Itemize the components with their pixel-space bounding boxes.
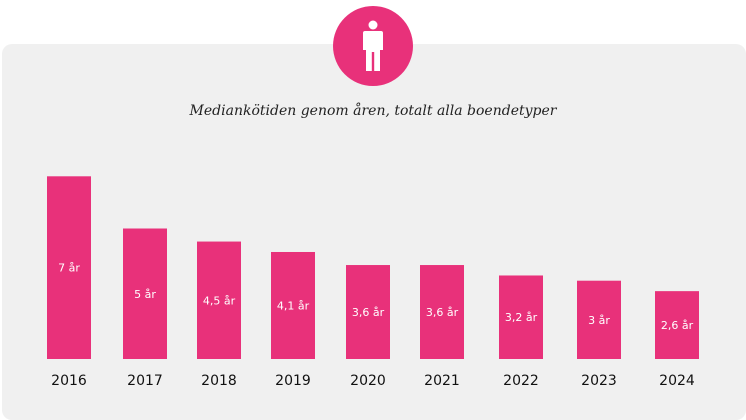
x-tick-label: 2020 [350, 373, 386, 389]
bar-2018 [197, 241, 241, 359]
x-tick-label: 2017 [127, 373, 163, 389]
bar-2024 [655, 291, 699, 359]
bar-value-label: 4,1 år [277, 299, 310, 312]
bar-value-label: 3,6 år [426, 306, 459, 319]
bar-2019 [271, 251, 315, 359]
x-tick-label: 2016 [51, 373, 87, 389]
bar-value-label: 3,6 år [352, 306, 385, 319]
person-icon [363, 20, 383, 71]
bar-2023 [577, 280, 621, 359]
bar-2016 [47, 176, 91, 359]
bar-2022 [499, 275, 543, 359]
x-tick-label: 2022 [503, 373, 539, 389]
bar-2021 [420, 265, 464, 359]
bar-value-label: 7 år [58, 262, 80, 275]
bar-2020 [346, 265, 390, 359]
person-badge [333, 6, 413, 86]
bar-2017 [123, 228, 167, 359]
bar-value-label: 3,2 år [505, 311, 538, 324]
bar-value-label: 2,6 år [661, 319, 694, 332]
x-tick-label: 2021 [424, 373, 460, 389]
x-tick-label: 2019 [275, 373, 311, 389]
bar-value-label: 3 år [588, 314, 610, 327]
bar-value-label: 5 år [134, 288, 156, 301]
x-tick-label: 2018 [201, 373, 237, 389]
bar-value-label: 4,5 år [203, 294, 236, 307]
x-tick-label: 2023 [581, 373, 617, 389]
x-tick-label: 2024 [659, 373, 695, 389]
chart-title: Mediankötiden genom åren, totalt alla bo… [189, 103, 557, 119]
